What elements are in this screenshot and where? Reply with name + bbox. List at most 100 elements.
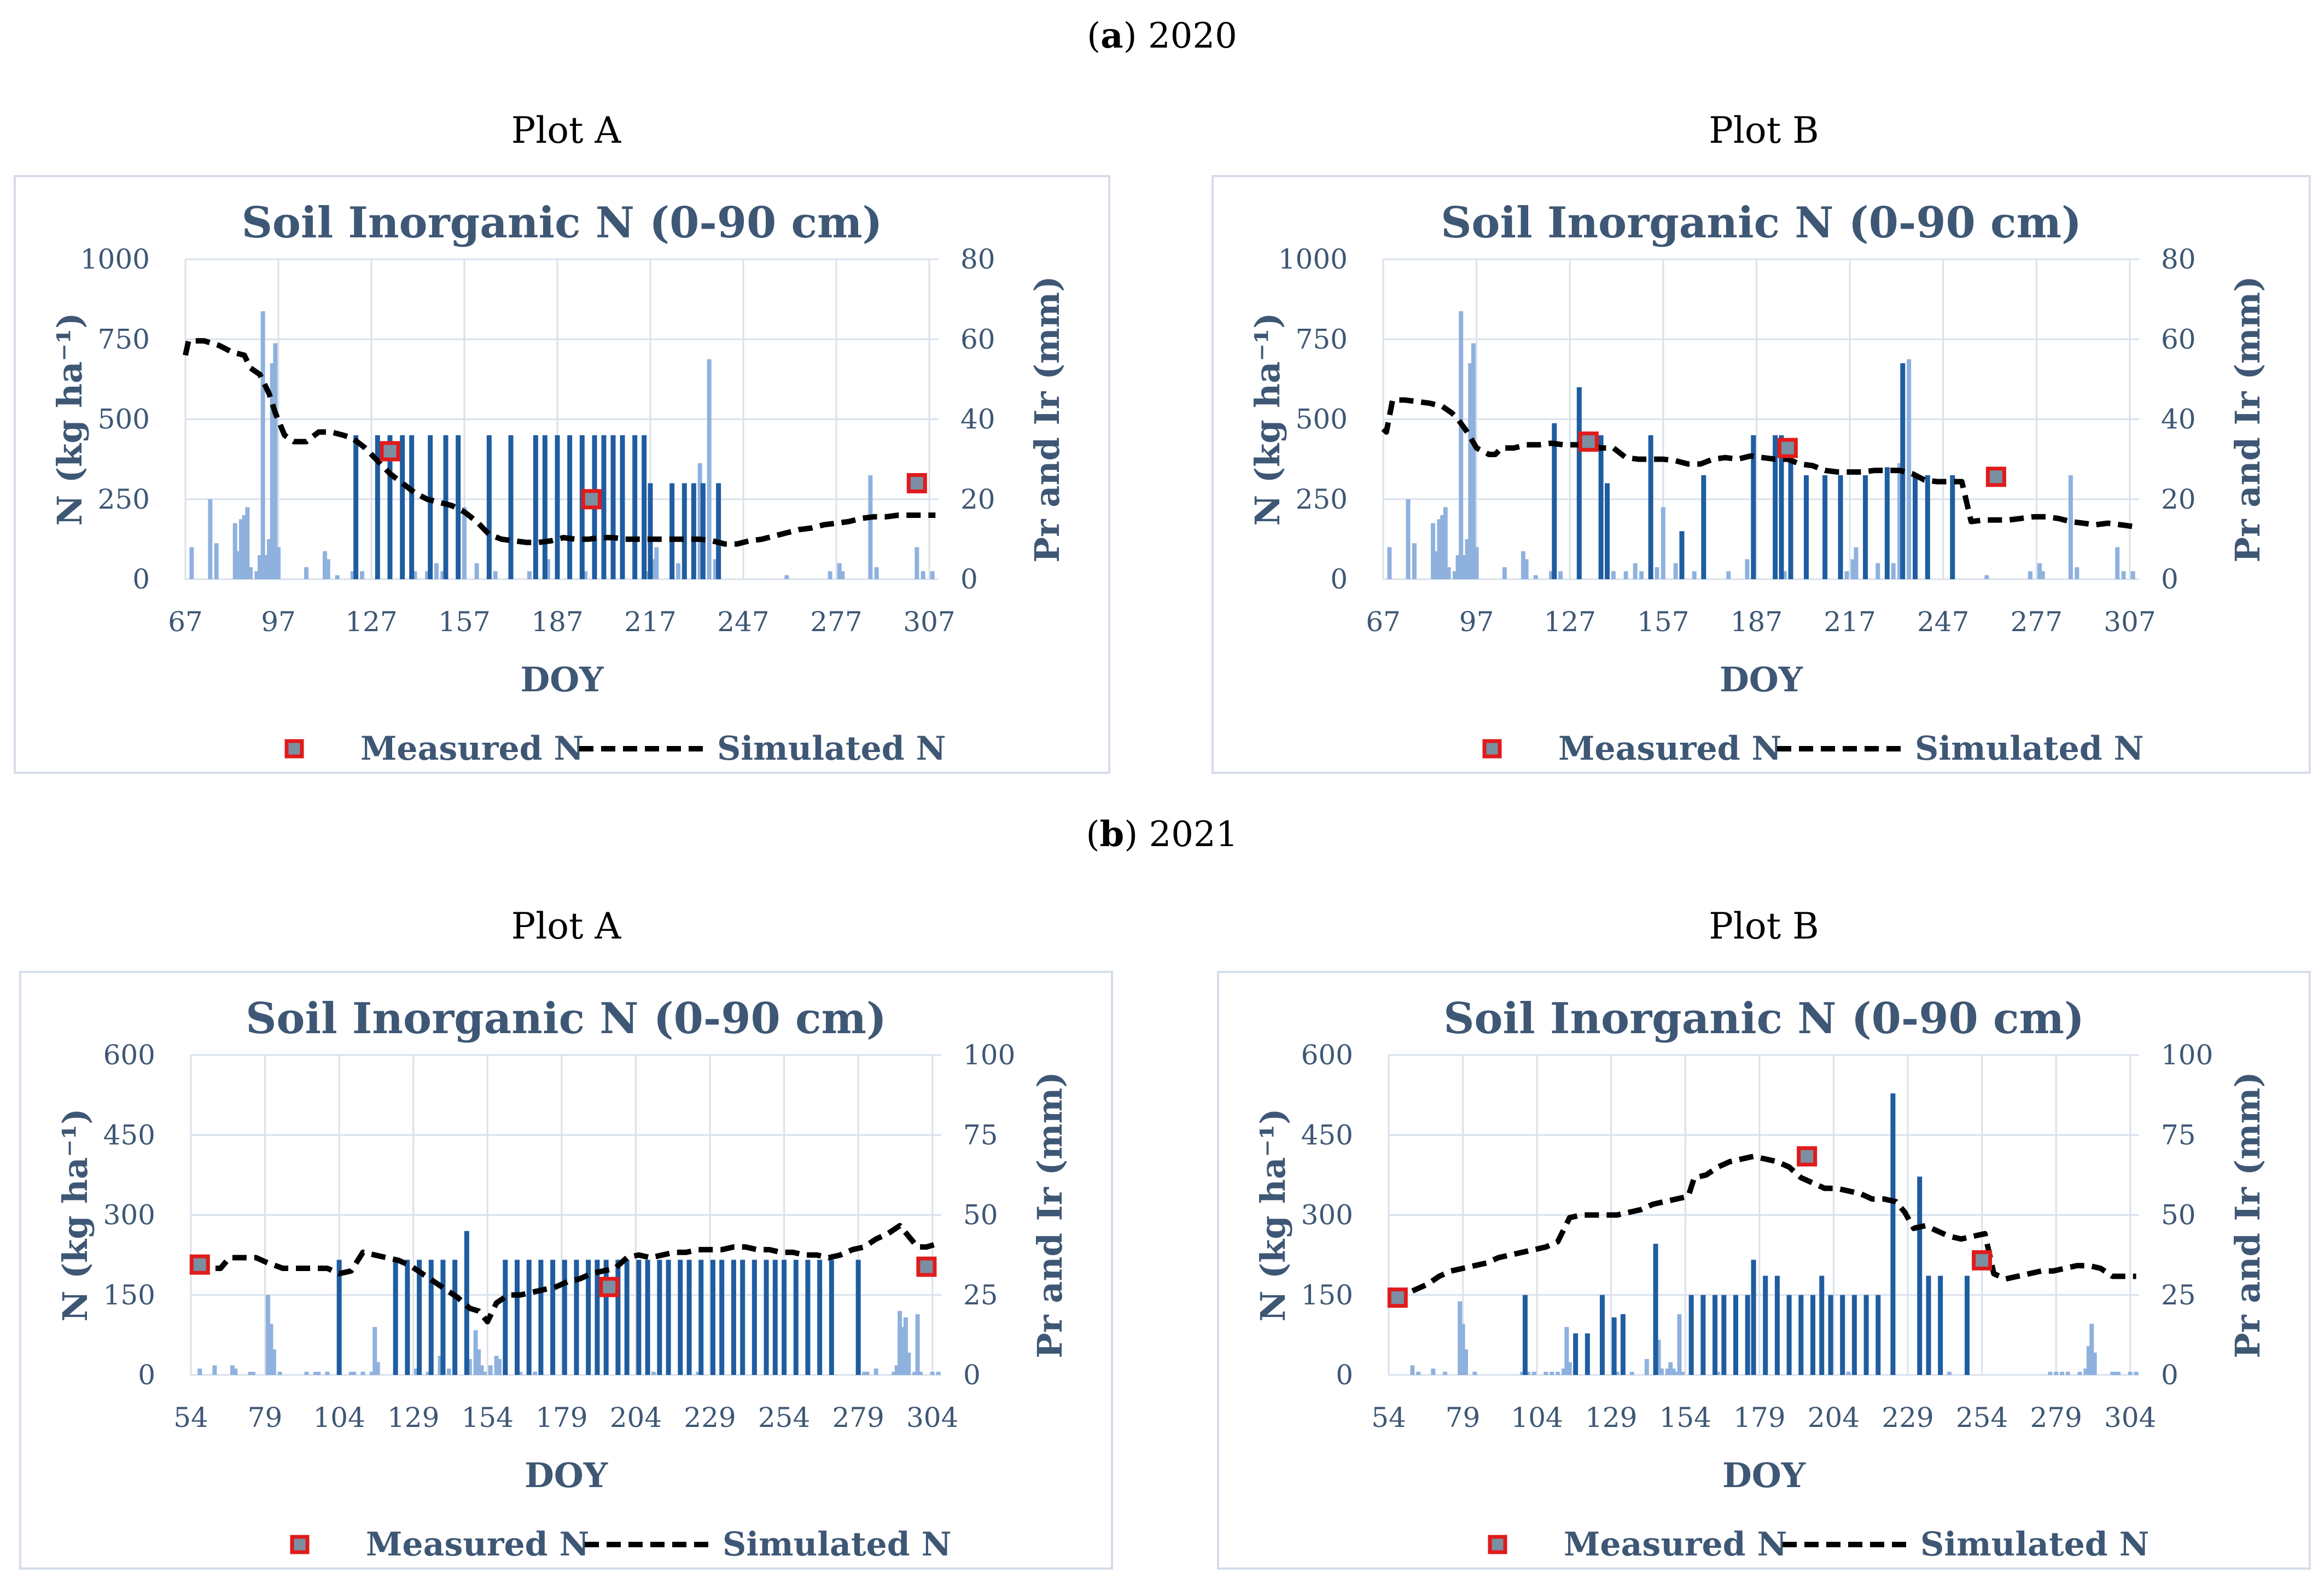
- y-tick-label: 500: [1296, 404, 1348, 435]
- irrigation-bar: [409, 435, 415, 579]
- precip-bar: [1452, 571, 1457, 579]
- x-tick-label: 179: [535, 1402, 587, 1433]
- chart-title: Soil Inorganic N (0-90 cm): [1441, 198, 2082, 248]
- y2-tick-label: 20: [2161, 483, 2196, 515]
- y-tick-label: 600: [103, 1039, 155, 1071]
- precip-bar: [2086, 1346, 2091, 1375]
- precip-bar: [2083, 1368, 2088, 1375]
- irrigation-bar: [698, 1260, 704, 1375]
- irrigation-bar: [1611, 1317, 1617, 1375]
- precip-bar: [1844, 571, 1849, 579]
- precip-bar: [651, 559, 656, 579]
- x-tick-label: 97: [261, 606, 296, 638]
- precip-bar: [1558, 571, 1563, 579]
- irrigation-bar: [603, 1260, 609, 1375]
- measured-n-marker: [1578, 431, 1599, 452]
- precip-bar: [271, 1349, 276, 1375]
- irrigation-bar: [375, 435, 380, 579]
- precip-bar: [1692, 571, 1697, 579]
- irrigation-bar: [1798, 1295, 1804, 1375]
- measured-n-marker: [906, 473, 927, 493]
- irrigation-bar: [452, 1260, 458, 1375]
- precip-bar: [325, 559, 330, 579]
- section-title-b: (b) 2021: [1086, 814, 1238, 855]
- precip-bar: [930, 571, 935, 579]
- x-tick-label: 277: [810, 606, 862, 638]
- precip-bar: [583, 571, 587, 579]
- precip-bar: [697, 463, 702, 579]
- legend-measured-marker: [284, 739, 304, 759]
- irrigation-bar: [1653, 1244, 1658, 1375]
- y2-tick-label: 50: [2161, 1199, 2196, 1231]
- chart-title: Soil Inorganic N (0-90 cm): [1443, 994, 2084, 1044]
- irrigation-bar: [829, 1260, 834, 1375]
- precip-bar: [546, 559, 550, 579]
- precip-bar: [372, 1327, 377, 1375]
- precip-bar: [242, 515, 247, 579]
- x-tick-label: 279: [2030, 1402, 2082, 1433]
- irrigation-bar: [1688, 1295, 1694, 1375]
- y-tick-label: 0: [132, 563, 150, 595]
- irrigation-bar: [574, 1260, 579, 1375]
- section-title-a: (a) 2020: [1087, 15, 1237, 56]
- irrigation-bar: [615, 1260, 621, 1375]
- irrigation-bar: [740, 1260, 745, 1375]
- precip-bar: [1525, 1372, 1530, 1375]
- y-tick-label: 0: [1330, 563, 1348, 595]
- x-tick-label: 204: [610, 1402, 662, 1433]
- precip-bar: [654, 547, 659, 579]
- precip-bar: [1443, 1372, 1448, 1375]
- y2-axis-label: Pr and Ir (mm): [2228, 276, 2268, 562]
- precip-bar: [270, 363, 275, 579]
- precip-bar: [1443, 507, 1448, 579]
- measured-n-marker: [581, 489, 602, 510]
- plot-label-2021-b: Plot B: [1709, 905, 1819, 947]
- precip-bar: [1665, 1368, 1670, 1375]
- precip-bar: [1673, 563, 1678, 579]
- precip-bar: [874, 567, 879, 579]
- precip-bar: [1715, 1372, 1720, 1375]
- precip-bar: [494, 1355, 499, 1375]
- irrigation-bar: [1788, 443, 1793, 579]
- precip-bar: [930, 1372, 935, 1375]
- irrigation-bar: [440, 1260, 446, 1375]
- irrigation-bar: [1950, 475, 1955, 579]
- irrigation-bar: [1773, 435, 1778, 579]
- y2-tick-label: 40: [960, 404, 995, 435]
- irrigation-bar: [1964, 1275, 1970, 1375]
- irrigation-bar: [1890, 1093, 1896, 1375]
- irrigation-bar: [1863, 1295, 1869, 1375]
- irrigation-bar: [1863, 475, 1868, 579]
- precip-bar: [1668, 1362, 1673, 1375]
- precip-bar: [348, 1372, 353, 1375]
- irrigation-bar: [1819, 1275, 1825, 1375]
- x-tick-label: 157: [438, 606, 490, 638]
- irrigation-bar: [657, 1260, 662, 1375]
- precip-bar: [1549, 571, 1554, 579]
- irrigation-bar: [1838, 475, 1843, 579]
- precip-bar: [645, 571, 650, 579]
- irrigation-bar: [1913, 475, 1918, 579]
- irrigation-bar: [1917, 1176, 1923, 1375]
- legend-measured-label: Measured N: [1564, 1525, 1787, 1564]
- precip-bar: [1437, 519, 1442, 579]
- precip-bar: [208, 499, 213, 579]
- irrigation-bar: [1803, 475, 1809, 579]
- precip-bar: [1463, 1349, 1468, 1375]
- precip-bar: [462, 507, 467, 579]
- irrigation-bar: [678, 1260, 683, 1375]
- measured-n-marker: [1985, 467, 2006, 487]
- precip-bar: [2040, 571, 2045, 579]
- irrigation-bar: [1774, 1275, 1780, 1375]
- precip-bar: [2113, 1372, 2118, 1375]
- x-axis-label: DOY: [525, 1455, 608, 1495]
- y-tick-label: 450: [103, 1119, 155, 1151]
- precip-bar: [837, 563, 842, 579]
- precip-bar: [873, 1368, 878, 1375]
- irrigation-bar: [710, 1260, 715, 1375]
- irrigation-bar: [1884, 467, 1890, 579]
- x-tick-label: 154: [1659, 1402, 1711, 1433]
- irrigation-bar: [1599, 1295, 1605, 1375]
- irrigation-bar: [805, 1260, 811, 1375]
- y-tick-label: 750: [1296, 323, 1348, 355]
